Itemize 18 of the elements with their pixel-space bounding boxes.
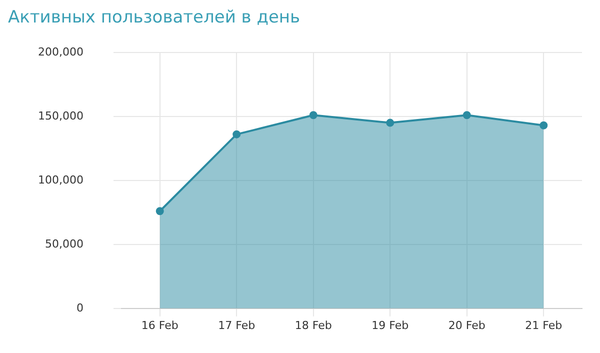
x-tick-label: 19 Feb [372, 318, 409, 332]
point [232, 130, 241, 138]
point [386, 118, 394, 127]
x-tick-label: 20 Feb [448, 318, 486, 332]
point [156, 207, 164, 216]
point [309, 111, 318, 120]
point [540, 121, 548, 130]
y-tick-label: 200,000 [38, 45, 84, 58]
x-tick-label: 16 Feb [141, 318, 178, 332]
y-tick-label: 50,000 [44, 237, 84, 250]
chart-title: Активных пользователей в день [8, 8, 300, 28]
x-tick-label: 21 Feb [525, 318, 562, 332]
y-tick-label: 100,000 [38, 173, 84, 186]
y-tick-label: 150,000 [38, 109, 84, 122]
point [462, 111, 471, 120]
x-tick-label: 17 Feb [218, 318, 256, 332]
y-tick-label: 0 [76, 301, 84, 314]
x-tick-label: 18 Feb [294, 318, 332, 332]
